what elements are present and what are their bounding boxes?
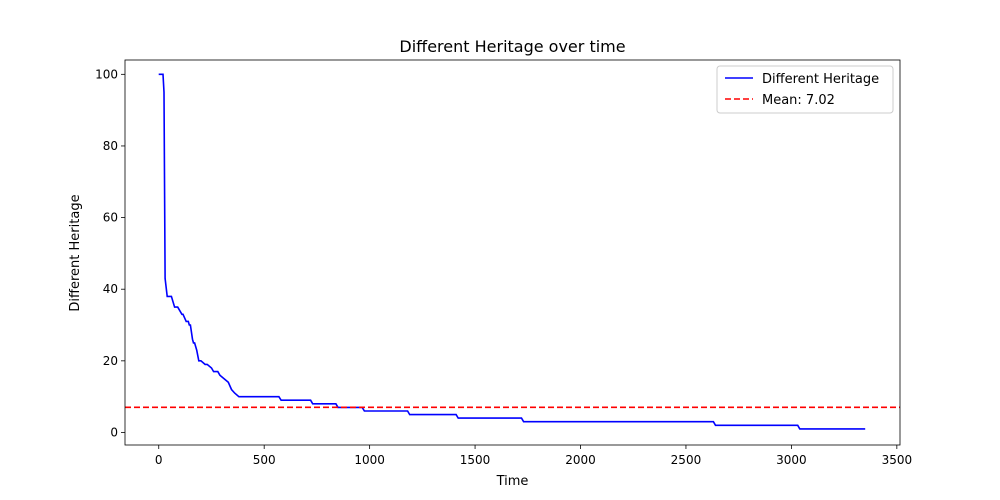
y-tick-label: 80 bbox=[103, 139, 118, 153]
x-tick-label: 1000 bbox=[354, 453, 385, 467]
axes-frame bbox=[124, 59, 901, 446]
x-tick-label: 2000 bbox=[565, 453, 596, 467]
x-tick-label: 3500 bbox=[882, 453, 913, 467]
y-axis-label: Different Heritage bbox=[68, 194, 83, 311]
x-axis-label: Time bbox=[496, 474, 529, 489]
y-tick-label: 60 bbox=[103, 211, 118, 225]
x-tick-label: 1500 bbox=[460, 453, 491, 467]
legend: Different Heritage Mean: 7.02 bbox=[716, 65, 894, 114]
legend-box bbox=[716, 65, 894, 114]
y-tick-label: 40 bbox=[103, 282, 118, 296]
legend-label-series: Different Heritage bbox=[762, 72, 879, 87]
x-tick-label: 0 bbox=[155, 453, 163, 467]
y-tick-label: 0 bbox=[110, 425, 118, 439]
chart-title: Different Heritage over time bbox=[399, 37, 625, 56]
y-tick-label: 100 bbox=[95, 67, 118, 81]
plot-area bbox=[125, 73, 900, 430]
series-line-0 bbox=[158, 73, 866, 430]
x-tick-label: 500 bbox=[253, 453, 276, 467]
y-tick-label: 20 bbox=[103, 354, 118, 368]
axes: 0 500 1000 1500 2000 2500 3000 3500 0 20 40 60 80 100 bbox=[95, 59, 913, 467]
x-tick-label: 3000 bbox=[776, 453, 807, 467]
legend-label-mean: Mean: 7.02 bbox=[762, 93, 835, 108]
x-tick-label: 2500 bbox=[671, 453, 702, 467]
